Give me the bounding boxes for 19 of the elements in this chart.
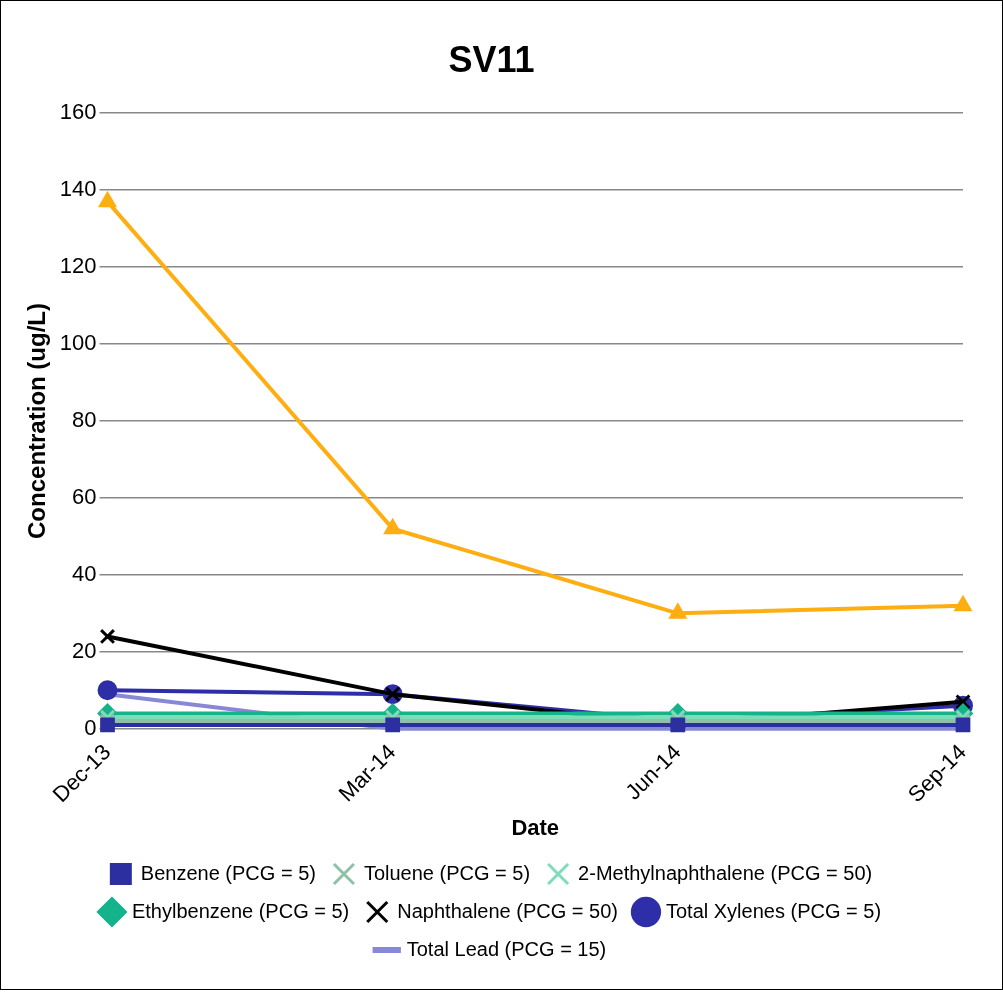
legend-label: 2-Methylnaphthalene (PCG = 50) xyxy=(578,861,873,884)
y-axis-title: Concentration (ug/L) xyxy=(23,303,51,539)
y-tick-label: 60 xyxy=(72,483,97,509)
legend-label: Ethylbenzene (PCG = 5) xyxy=(131,899,350,922)
chart-title: SV11 xyxy=(448,38,535,80)
legend-label: Naphthalene (PCG = 50) xyxy=(397,899,618,922)
y-tick-label: 140 xyxy=(59,176,97,202)
y-tick-label: 80 xyxy=(72,407,97,433)
y-tick-label: 100 xyxy=(59,330,97,356)
legend-label: Total Lead (PCG = 15) xyxy=(406,937,607,960)
y-tick-label: 120 xyxy=(59,253,97,279)
y-tick-label: 40 xyxy=(72,560,97,586)
y-tick-label: 160 xyxy=(59,99,97,125)
y-tick-label: 0 xyxy=(84,714,97,740)
legend-label: Benzene (PCG = 5) xyxy=(140,861,316,884)
legend-label: Toluene (PCG = 5) xyxy=(363,861,531,884)
y-tick-label: 20 xyxy=(72,637,97,663)
legend-label: Total Xylenes (PCG = 5) xyxy=(665,899,882,922)
x-axis-title: Date xyxy=(511,814,560,840)
